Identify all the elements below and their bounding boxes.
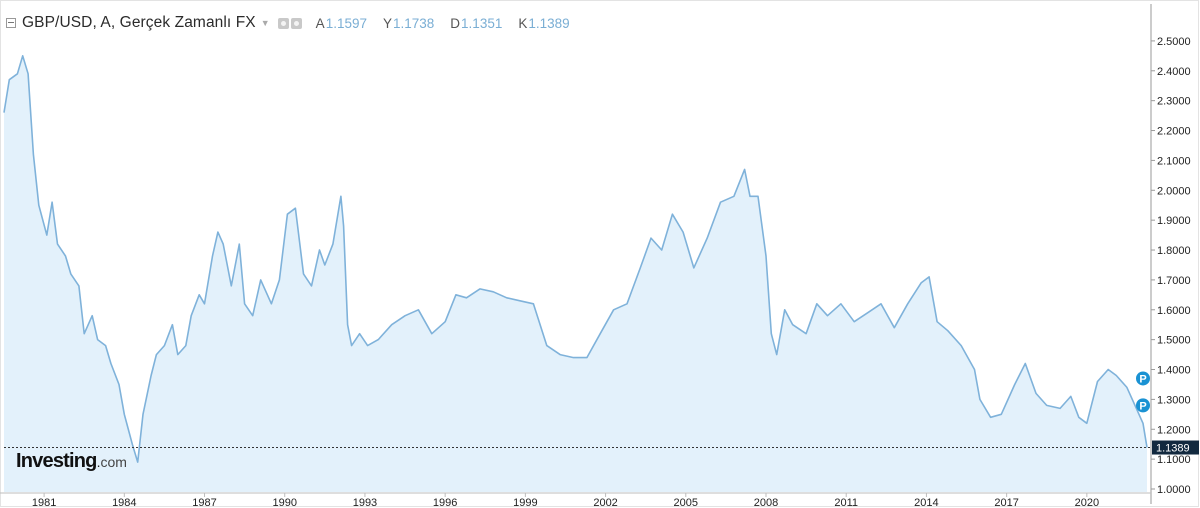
- y-tick-label: 1.8000: [1157, 245, 1191, 257]
- y-tick-label: 2.1000: [1157, 155, 1191, 167]
- x-tick-label: 1999: [513, 497, 537, 508]
- close-key: K: [518, 15, 528, 31]
- low-key: D: [450, 15, 461, 31]
- x-tick-label: 2005: [674, 497, 698, 508]
- logo-text: Investing: [16, 450, 97, 472]
- plot-area[interactable]: [3, 55, 1148, 493]
- logo-suffix: com: [100, 454, 127, 470]
- x-tick-label: 2017: [994, 497, 1018, 508]
- price-area-fill: [4, 55, 1147, 493]
- y-tick-label: 1.1000: [1157, 454, 1191, 466]
- y-tick-label: 1.4000: [1157, 365, 1191, 377]
- y-tick-label: 1.5000: [1157, 335, 1191, 347]
- collapse-icon[interactable]: [6, 18, 16, 28]
- logo-dot: .: [96, 454, 101, 470]
- y-tick-label: 2.0000: [1157, 185, 1191, 197]
- high-value: 1.1738: [393, 15, 435, 31]
- price-axis[interactable]: 2.5000 2.4000 2.3000 2.2000 2.1000 2.0000 1.90…: [1150, 4, 1191, 504]
- low-value: 1.1351: [461, 15, 503, 31]
- instrument-title[interactable]: GBP/USD, A, Gerçek Zamanlı FX: [22, 14, 256, 31]
- visibility-icon[interactable]: [277, 17, 289, 29]
- y-tick-label: 2.4000: [1157, 66, 1191, 78]
- y-tick-label: 1.6000: [1157, 305, 1191, 317]
- x-tick-label: 2011: [834, 497, 858, 508]
- investing-logo: Investing.com: [16, 450, 127, 473]
- current-price-label: 1.1389: [1156, 443, 1190, 455]
- y-tick-label: 2.2000: [1157, 126, 1191, 138]
- x-tick-label: 2014: [914, 497, 938, 508]
- event-marker-icon[interactable]: [1136, 371, 1150, 386]
- close-value: 1.1389: [528, 15, 570, 31]
- y-tick-label: 2.5000: [1157, 36, 1191, 48]
- chart-header: GBP/USD, A, Gerçek Zamanlı FX ▼ A 1.1597 …: [6, 13, 586, 33]
- x-tick-label: 1993: [353, 497, 377, 508]
- ohlc-values: A 1.1597 Y 1.1738 D 1.1351 K 1.1389: [316, 16, 586, 31]
- x-tick-label: 1996: [433, 497, 457, 508]
- x-tick-label: 1987: [192, 497, 216, 508]
- y-tick-label: 1.2000: [1157, 424, 1191, 436]
- chevron-down-icon[interactable]: ▼: [260, 18, 270, 28]
- overlay: 1.1389 P P: [4, 371, 1199, 455]
- event-marker-icon[interactable]: [1136, 398, 1150, 413]
- open-key: A: [315, 15, 325, 31]
- event-marker-label: P: [1139, 373, 1146, 385]
- y-tick-label: 2.3000: [1157, 96, 1191, 108]
- gear-icon[interactable]: [290, 17, 302, 29]
- current-price-tag: [1152, 440, 1199, 455]
- x-tick-label: 2002: [593, 497, 617, 508]
- x-tick-label: 2008: [754, 497, 778, 508]
- price-line[interactable]: [3, 55, 1148, 463]
- high-key: Y: [382, 15, 392, 31]
- event-marker-label: P: [1139, 400, 1146, 412]
- y-tick-label: 1.7000: [1157, 275, 1191, 287]
- time-axis[interactable]: 1981 1984 1987 1990 1993 1996 1999 2002 2005 2008…: [0, 492, 1151, 508]
- x-tick-label: 1984: [112, 497, 136, 508]
- x-tick-label: 1990: [272, 497, 296, 508]
- y-tick-label: 1.0000: [1157, 484, 1191, 496]
- y-tick-label: 1.9000: [1157, 215, 1191, 227]
- x-tick-label: 2020: [1075, 497, 1099, 508]
- y-tick-label: 1.3000: [1157, 394, 1191, 406]
- x-tick-label: 1981: [32, 497, 56, 508]
- open-value: 1.1597: [325, 15, 367, 31]
